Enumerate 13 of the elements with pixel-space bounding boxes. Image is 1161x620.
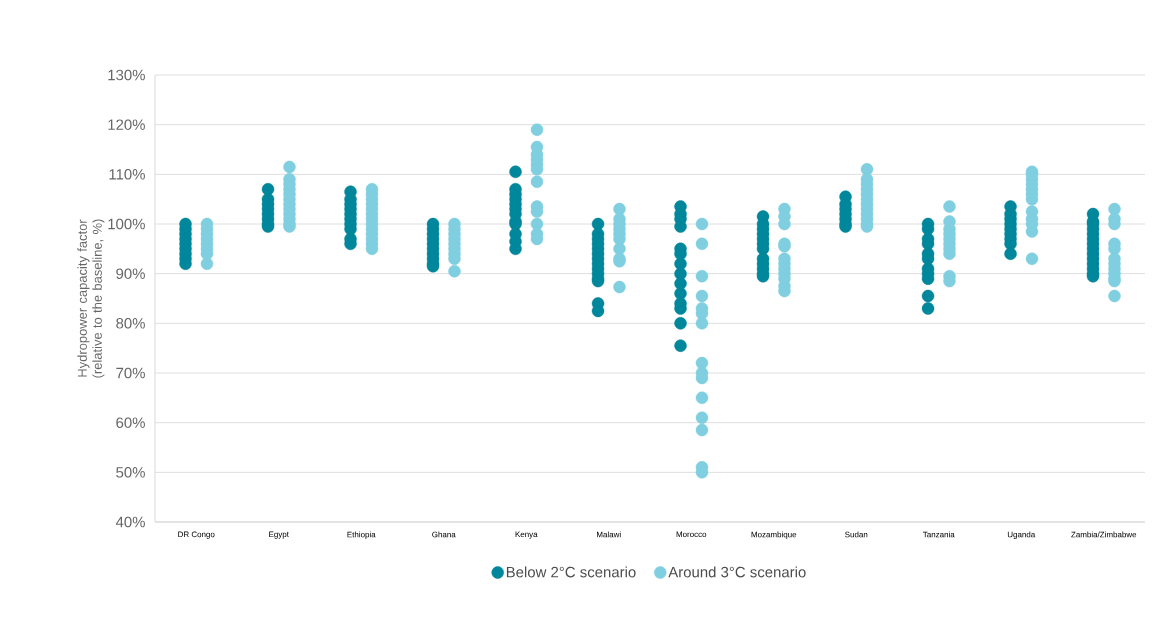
y-tick-label: 130% xyxy=(108,69,145,81)
y-axis-title: Hydropower capacity factor (relative to the baseline, %) xyxy=(77,219,105,378)
y-tick-label: 90% xyxy=(116,268,145,279)
y-tick-label: 50% xyxy=(116,467,145,478)
y-tick-label: 40% xyxy=(115,516,145,528)
y-tick-label: 120% xyxy=(108,119,145,130)
legend-label: Below 2°C scenario xyxy=(506,566,636,578)
y-tick-label: 80% xyxy=(116,318,145,329)
y-tick-label: 100% xyxy=(108,218,145,230)
y-tick-label: 60% xyxy=(116,417,145,428)
legend-label: Around 3°C scenario xyxy=(668,566,806,578)
y-tick-label: 110% xyxy=(109,169,145,180)
y-tick-label: 70% xyxy=(116,367,145,379)
